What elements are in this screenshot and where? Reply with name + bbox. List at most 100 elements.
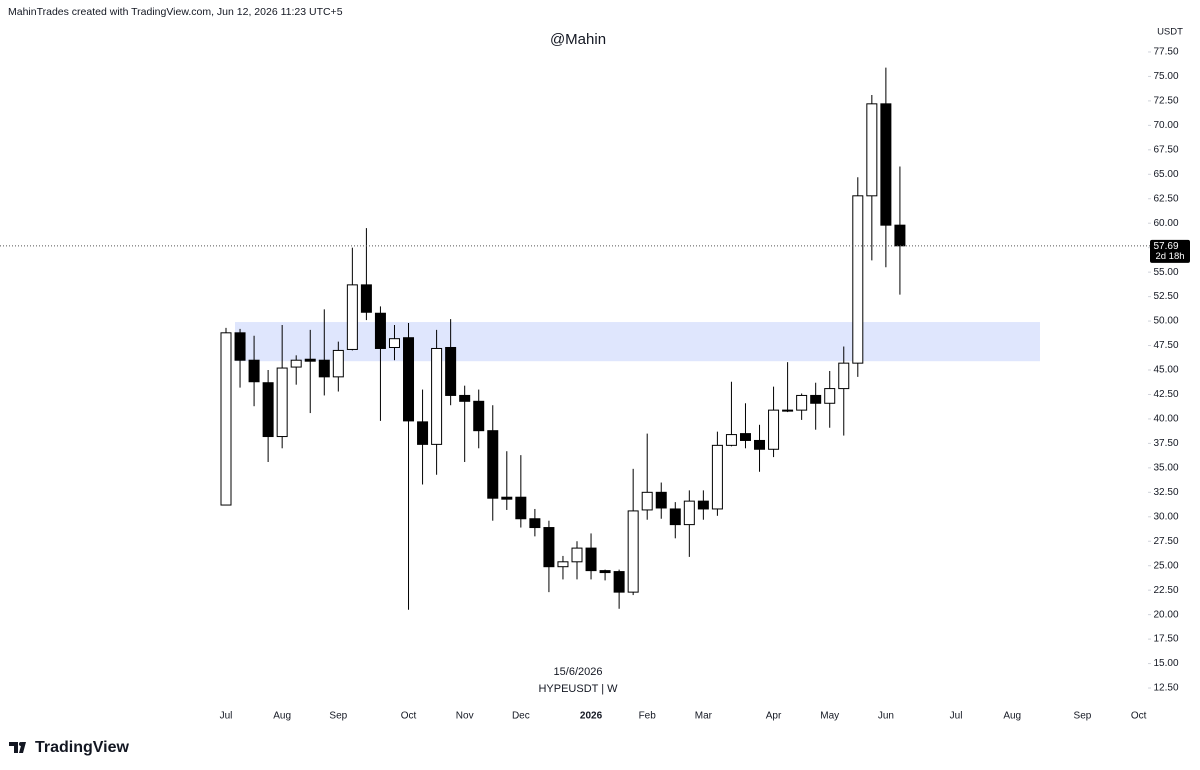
candle-body [374,312,386,349]
y-tick-label: 62.50 [1153,193,1178,204]
candle-body [838,362,850,390]
candle-body [754,439,766,450]
candle-body [290,359,302,368]
candle-body [543,527,555,568]
x-tick-label: Apr [766,711,782,722]
candle-body [810,394,822,404]
candle-body [459,394,471,402]
candle-body [571,547,583,563]
countdown-label: 2d 18h [1155,251,1184,262]
candle-body [445,346,457,396]
header: MahinTrades created with TradingView.com… [8,6,343,18]
y-tick-label: 22.50 [1153,585,1178,596]
logo: TradingView [9,739,130,756]
x-tick-label: Jul [220,711,233,722]
candle-body [234,332,246,361]
candle-body [880,103,892,226]
x-tick-label: Aug [273,711,291,722]
y-tick-label: 15.00 [1153,658,1178,669]
candle-body [599,570,611,574]
candle-body [894,224,906,247]
candle-body [669,508,681,526]
candle-body [318,359,330,378]
y-tick-label: 35.00 [1153,462,1178,473]
y-tick-label: 60.00 [1153,218,1178,229]
last-price-label: 57.69 [1153,241,1178,252]
candle-body [641,491,653,511]
date-label: 15/6/2026 [554,666,603,678]
x-tick-label: Feb [639,711,657,722]
x-tick-label: May [820,711,839,722]
y-tick-label: 30.00 [1153,511,1178,522]
candle-body [725,434,737,446]
y-tick-label: 55.00 [1153,267,1178,278]
candle-body [585,547,597,572]
candle-body [768,409,780,450]
candle-body [711,444,723,510]
y-tick-label: 72.50 [1153,96,1178,107]
y-tick-label: 25.00 [1153,560,1178,571]
candle-body [613,571,625,593]
candle-body [304,358,316,362]
candle-body [852,195,864,364]
chart-title: @Mahin [550,31,606,48]
candle-body [557,561,569,568]
candle-body [515,496,527,520]
y-tick-label: 77.50 [1153,47,1178,58]
candle-body [220,332,232,506]
y-tick-label: 32.50 [1153,487,1178,498]
candle-body [403,337,415,422]
x-tick-label: Dec [512,711,530,722]
y-tick-label: 50.00 [1153,316,1178,327]
candle-body [782,409,794,412]
y-tick-label: 37.50 [1153,438,1178,449]
y-tick-label: 52.50 [1153,291,1178,302]
brand: TradingView [35,739,130,756]
y-tick-label: 40.00 [1153,414,1178,425]
y-tick-label: 20.00 [1153,609,1178,620]
candle-body [276,367,288,438]
candle-body [739,433,751,441]
candle-body [796,394,808,411]
y-axis-label: USDT [1157,27,1183,38]
candle-body [697,500,709,510]
y-tick-label: 27.50 [1153,536,1178,547]
y-tick-label: 12.50 [1153,683,1178,694]
x-tick-label: Jun [878,711,894,722]
candle-body [866,103,878,197]
candle-body [487,430,499,499]
x-tick-label: Oct [401,711,417,722]
candle-body [473,400,485,432]
last-price-box [1150,239,1190,263]
x-tick-label: Nov [456,711,474,722]
x-tick-label: Mar [695,711,713,722]
candle-body [248,359,260,383]
candle-body [529,518,541,529]
candle-body [417,421,429,445]
x-tick-label: Jul [950,711,963,722]
y-tick-label: 45.00 [1153,365,1178,376]
candle-body [431,347,443,445]
candle-body [262,382,274,438]
logo-dot [19,742,23,746]
candle-body [655,491,667,509]
y-tick-label: 47.50 [1153,340,1178,351]
symbol-label: HYPEUSDT | W [538,683,618,695]
x-tick-label: Sep [1074,711,1092,722]
y-tick-label: 42.50 [1153,389,1178,400]
candle-body [346,284,358,350]
candle-body [683,500,695,526]
candle-body [627,510,639,593]
zone [235,322,1040,362]
candle-body [388,338,400,348]
candle-body [824,388,836,404]
y-tick-label: 75.00 [1153,71,1178,82]
candle-body [332,349,344,378]
x-tick-label: Oct [1131,711,1147,722]
y-tick-label: 65.00 [1153,169,1178,180]
candle-body [501,496,513,500]
y-tick-label: 67.50 [1153,144,1178,155]
